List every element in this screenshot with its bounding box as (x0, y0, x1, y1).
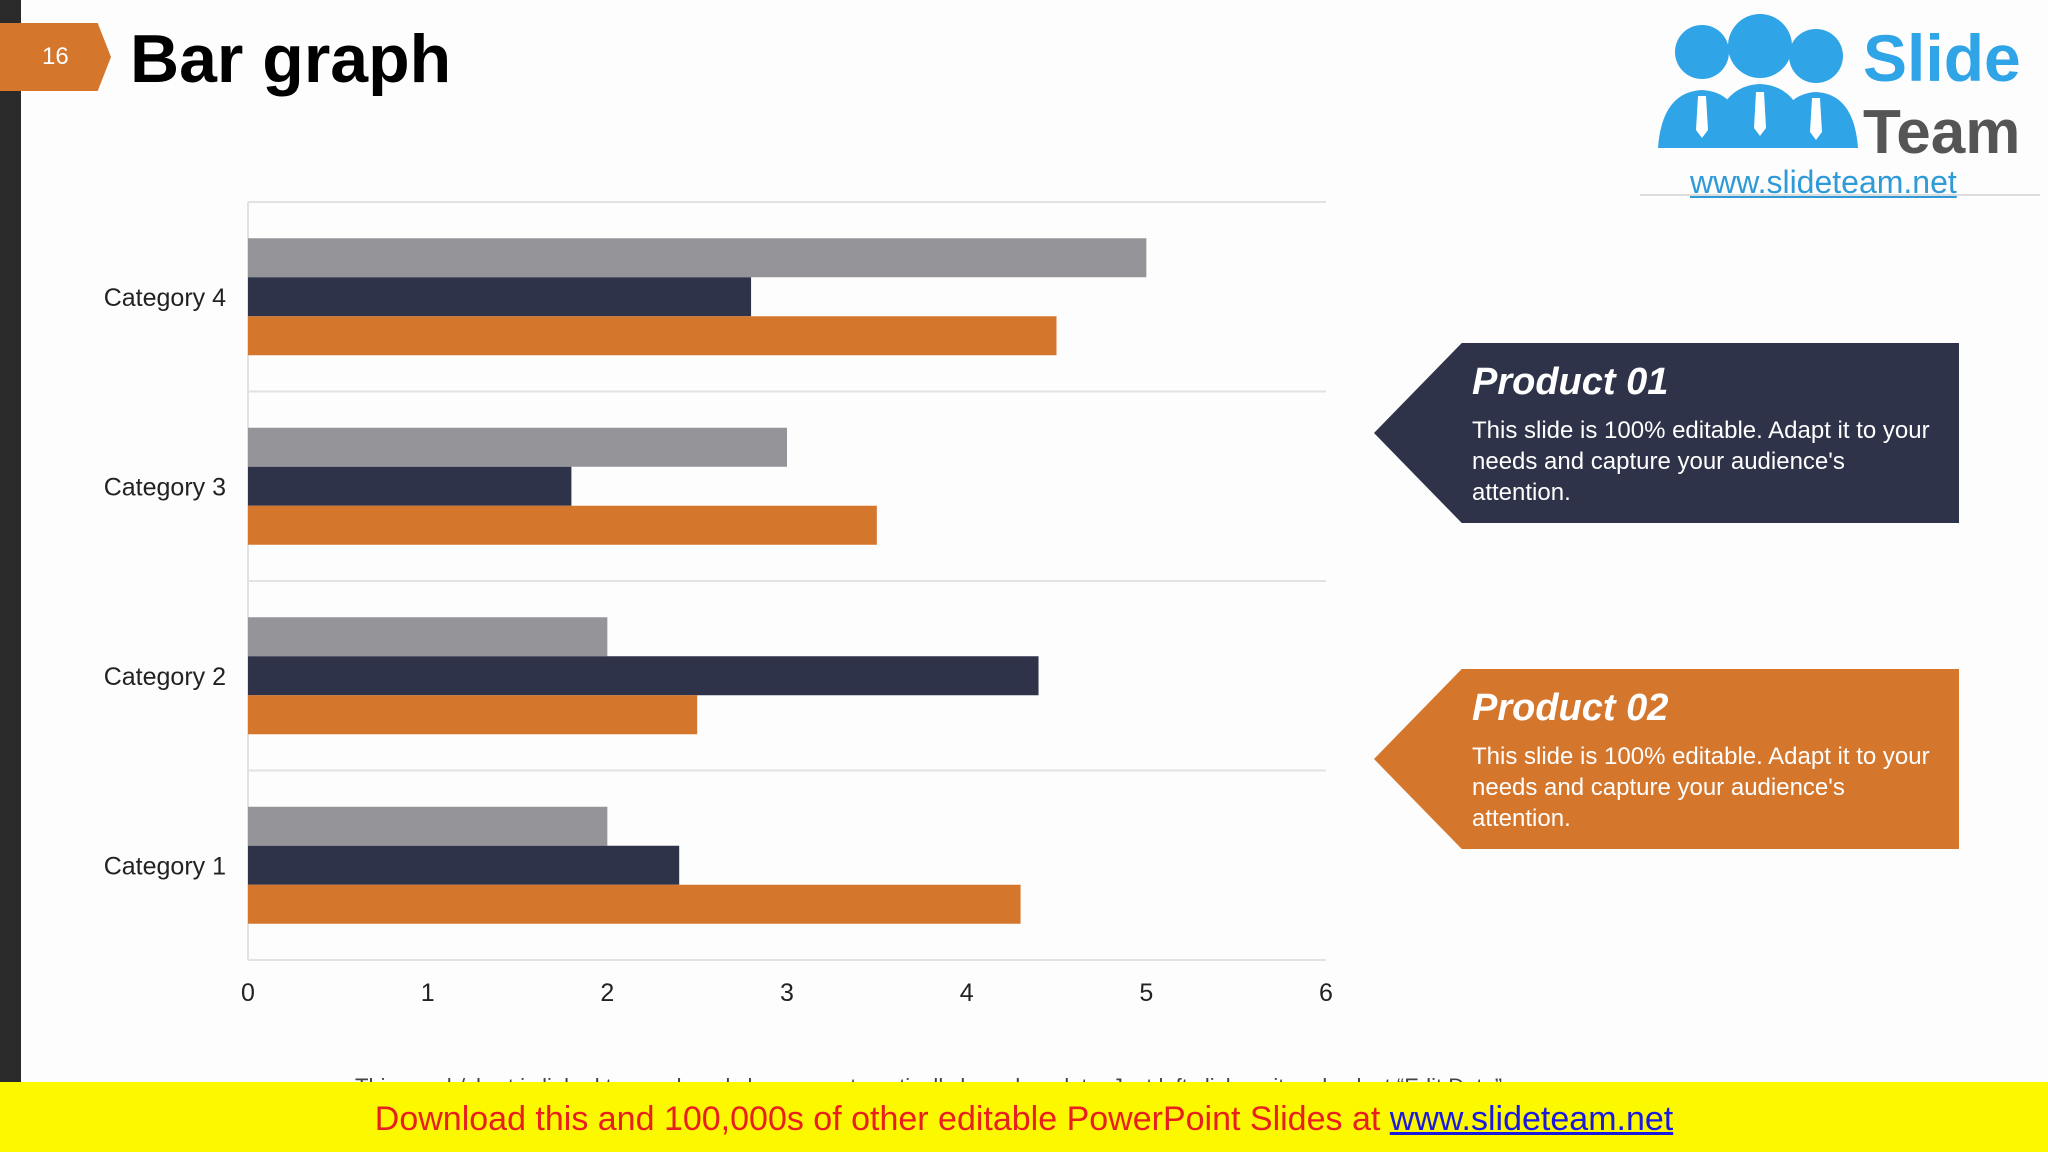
slide-title: Bar graph (130, 21, 452, 97)
bar (248, 884, 1021, 924)
slide-number-badge: 16 (0, 23, 111, 91)
callout-arrow-shape (1374, 343, 1959, 523)
callout-heading: Product 02 (1472, 687, 1669, 729)
logo-underline (1640, 194, 2040, 196)
bar-chart: Category 1 Category 2 Category 3 Category 4… (104, 201, 1333, 1007)
bar (248, 466, 572, 506)
bar (248, 617, 608, 657)
slide-number: 16 (42, 43, 69, 70)
people-icon (1658, 14, 1858, 148)
bar (248, 316, 1057, 356)
product-02-callout: Product 02 This slide is 100% editable. … (1374, 669, 1959, 849)
category-label: Category 3 (104, 473, 226, 501)
banner-link[interactable]: www.slideteam.net (1389, 1100, 1674, 1138)
x-tick-label: 4 (960, 979, 974, 1007)
bar (248, 806, 608, 846)
banner-text: Download this and 100,000s of other edit… (0, 1100, 2048, 1139)
x-tick-label: 5 (1139, 979, 1153, 1007)
x-tick-label: 6 (1319, 979, 1333, 1007)
banner-message: Download this and 100,000s of other edit… (374, 1100, 1390, 1138)
x-tick-label: 0 (241, 979, 255, 1007)
callout-body: This slide is 100% editable. Adapt it to… (1472, 743, 1930, 832)
category-label: Category 1 (104, 852, 226, 880)
category-label: Category 2 (104, 663, 226, 691)
bar (248, 505, 877, 545)
slideteam-logo: Slide Team www.slideteam.net (1640, 0, 2040, 200)
callout-heading: Product 01 (1472, 361, 1669, 403)
logo-text-team: Team (1863, 98, 2021, 167)
x-tick-label: 2 (600, 979, 614, 1007)
bar (248, 427, 787, 467)
bar (248, 238, 1147, 278)
x-tick-label: 1 (421, 979, 435, 1007)
product-01-callout: Product 01 This slide is 100% editable. … (1374, 343, 1959, 523)
callout-body: This slide is 100% editable. Adapt it to… (1472, 417, 1930, 506)
left-rail (0, 0, 21, 1082)
bar (248, 656, 1039, 696)
logo-text-slide: Slide (1863, 21, 2021, 95)
callout-arrow-shape (1374, 669, 1959, 849)
bar (248, 845, 680, 885)
category-label: Category 4 (104, 284, 226, 312)
bar (248, 695, 698, 735)
download-banner: Download this and 100,000s of other edit… (0, 1082, 2048, 1152)
x-tick-label: 3 (780, 979, 794, 1007)
bar (248, 277, 752, 317)
